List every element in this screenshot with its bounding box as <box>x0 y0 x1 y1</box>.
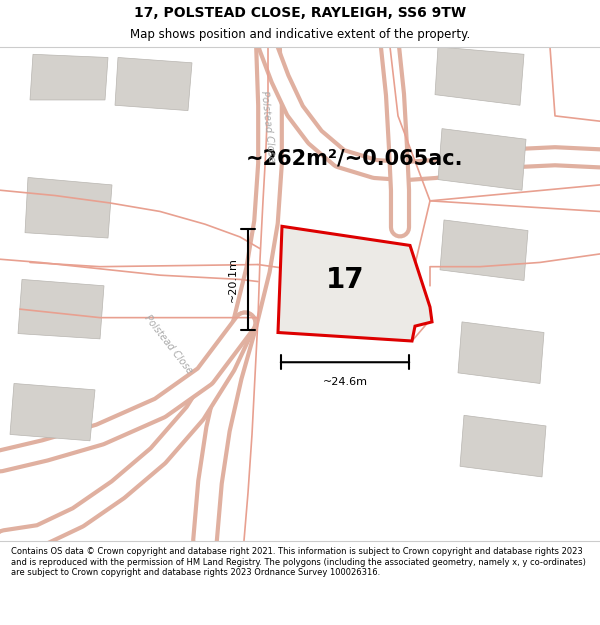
Text: Contains OS data © Crown copyright and database right 2021. This information is : Contains OS data © Crown copyright and d… <box>11 548 586 577</box>
Polygon shape <box>460 416 546 477</box>
Text: 17, POLSTEAD CLOSE, RAYLEIGH, SS6 9TW: 17, POLSTEAD CLOSE, RAYLEIGH, SS6 9TW <box>134 6 466 20</box>
Text: Polstead Close: Polstead Close <box>142 313 194 376</box>
Polygon shape <box>440 220 528 281</box>
Text: ~24.6m: ~24.6m <box>323 377 367 387</box>
Polygon shape <box>438 129 526 190</box>
Text: ~20.1m: ~20.1m <box>228 257 238 302</box>
Polygon shape <box>30 54 108 100</box>
Polygon shape <box>115 58 192 111</box>
Text: 17: 17 <box>326 266 364 294</box>
Polygon shape <box>278 226 432 341</box>
Text: Map shows position and indicative extent of the property.: Map shows position and indicative extent… <box>130 28 470 41</box>
Polygon shape <box>10 384 95 441</box>
Polygon shape <box>25 177 112 238</box>
Text: ~262m²/~0.065ac.: ~262m²/~0.065ac. <box>246 148 464 168</box>
Polygon shape <box>292 239 385 294</box>
Polygon shape <box>458 322 544 384</box>
Polygon shape <box>435 47 524 105</box>
Text: Polstead Close: Polstead Close <box>259 91 277 162</box>
Polygon shape <box>18 279 104 339</box>
